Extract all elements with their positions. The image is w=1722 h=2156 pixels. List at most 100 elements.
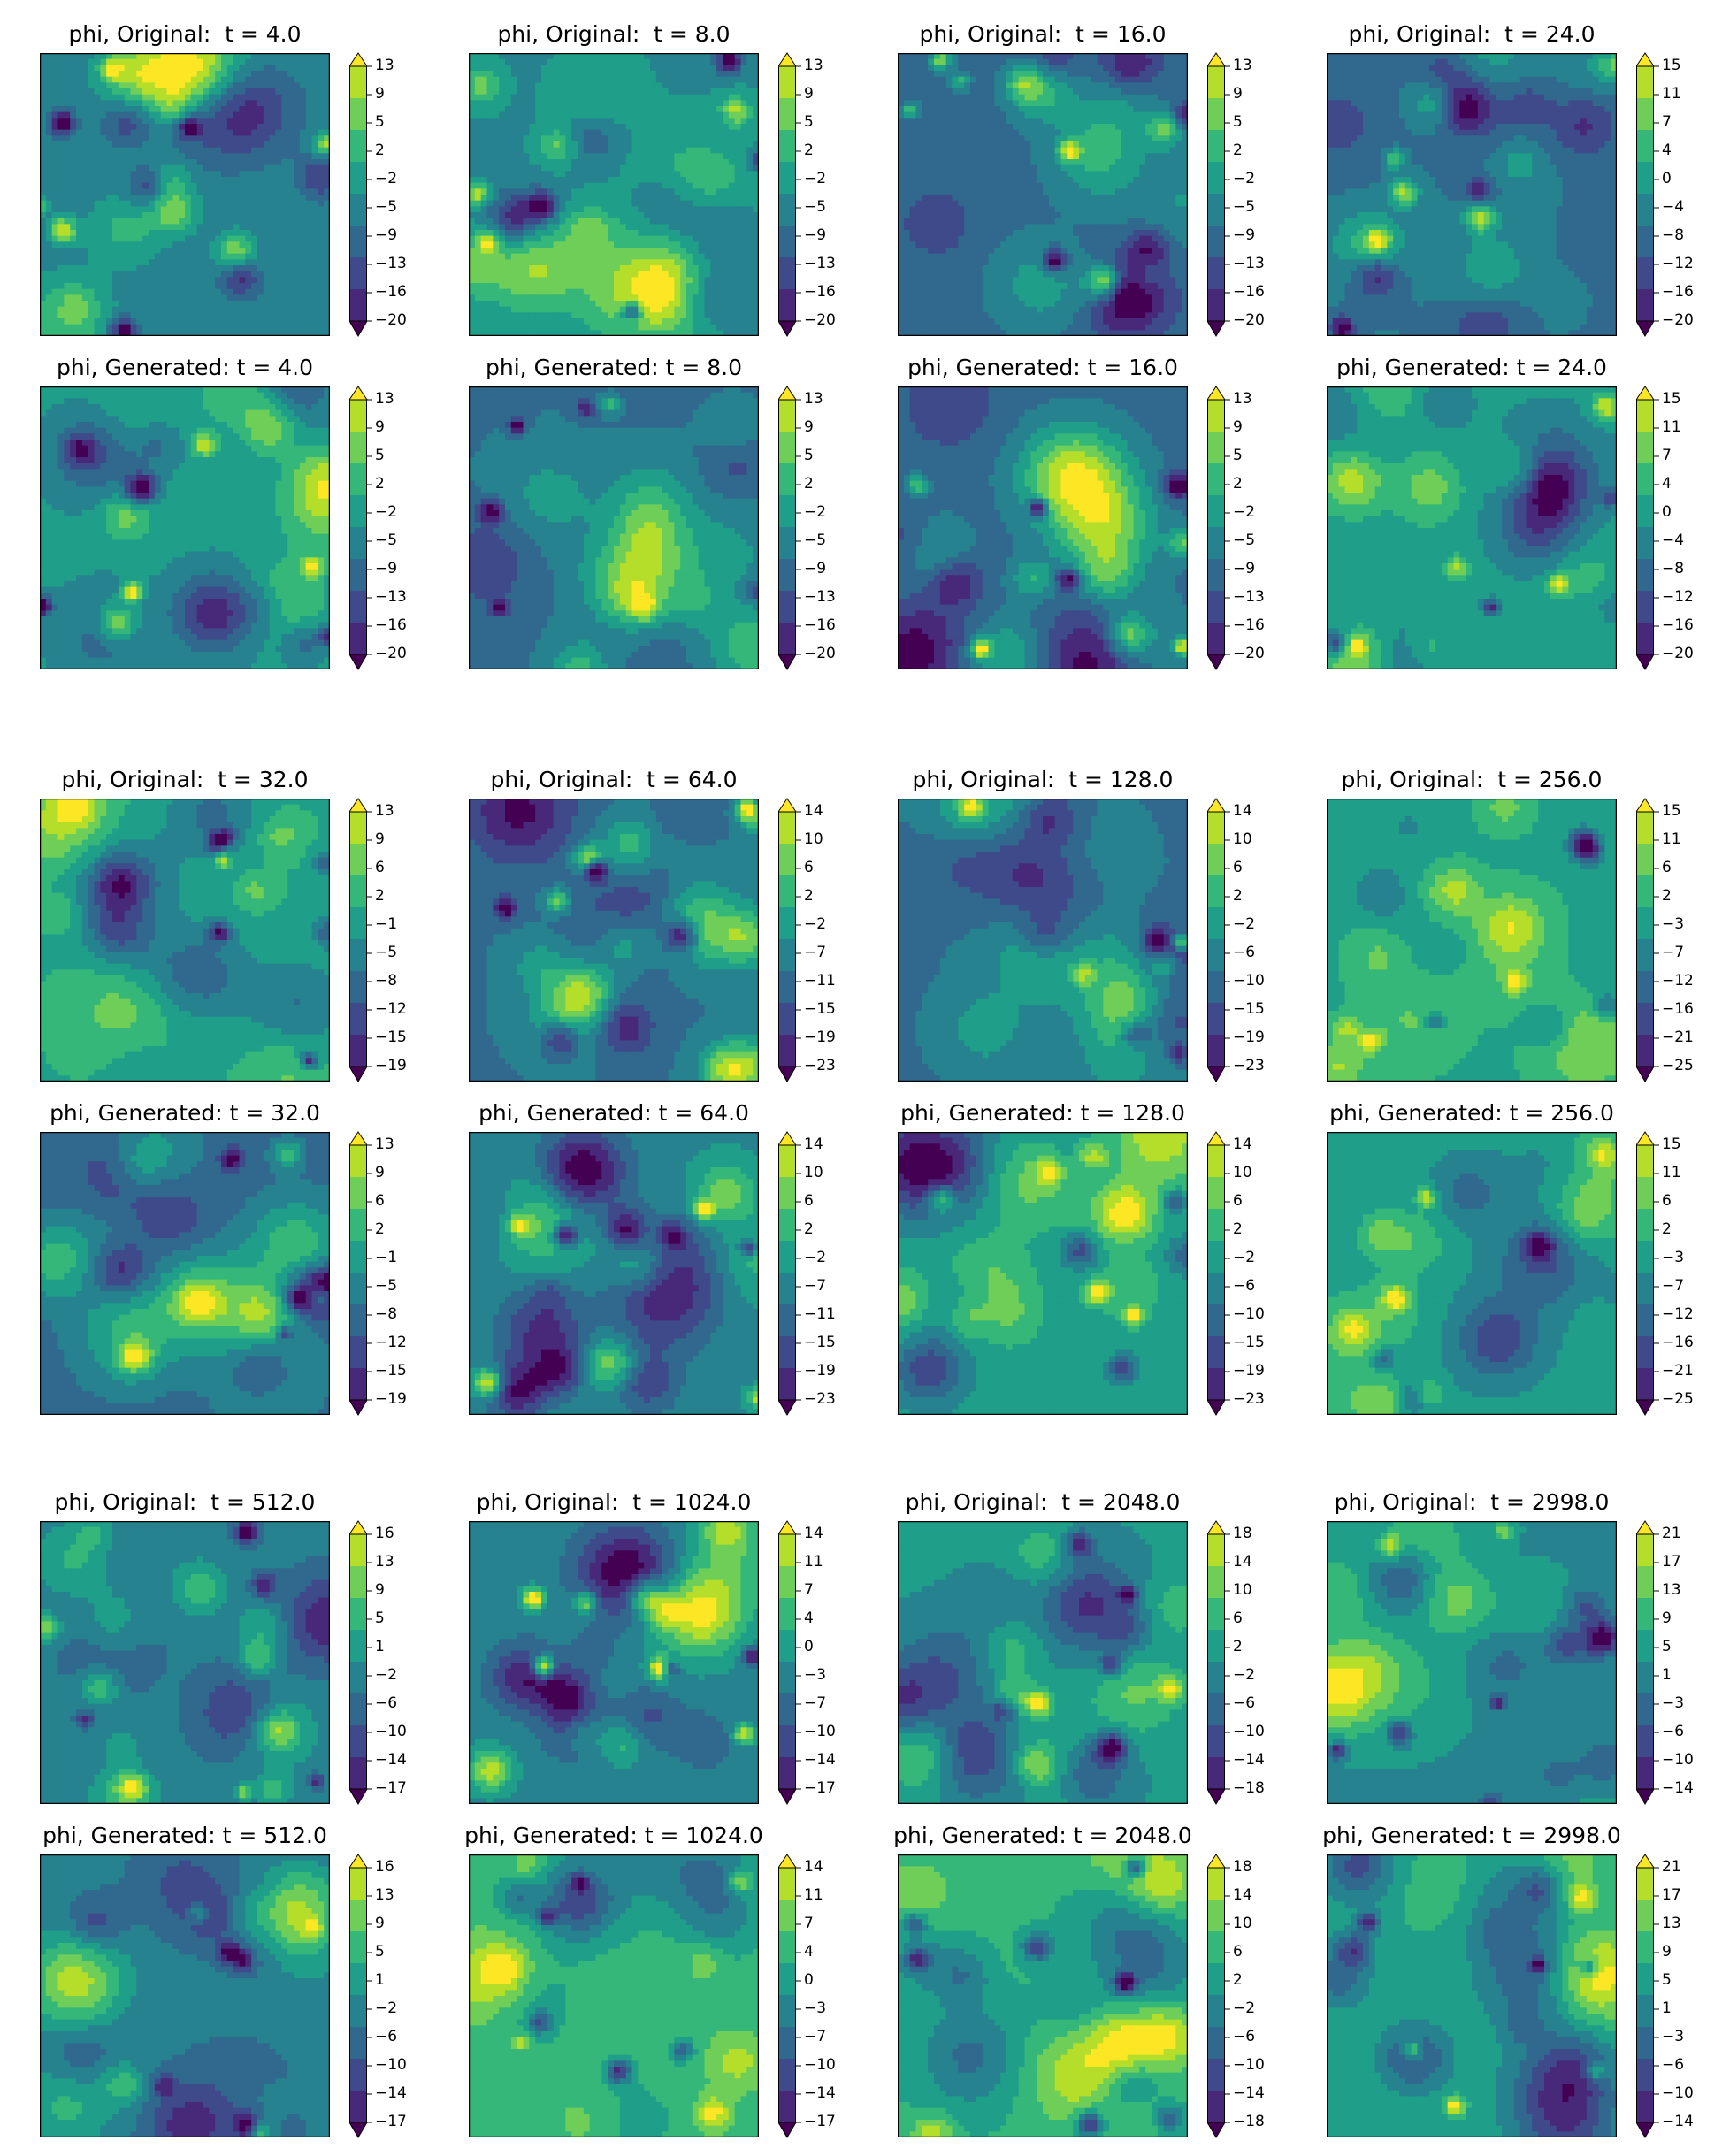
colorbar — [349, 1520, 372, 1805]
colorbar-tick-label: −20 — [804, 645, 836, 662]
colorbar-tick-label: 2 — [1233, 475, 1243, 493]
colorbar-tick-label: −18 — [1233, 2113, 1265, 2130]
colorbar-tick-label: −2 — [1233, 1999, 1255, 2017]
colorbar-tick-label: 2 — [1233, 1220, 1243, 1238]
colorbar-tick-label: −5 — [804, 198, 826, 216]
colorbar — [1207, 386, 1230, 670]
colorbar-tick-label: 2 — [1662, 1220, 1672, 1238]
colorbar-tick-label: −20 — [1233, 311, 1265, 329]
colorbar-tick-label: −19 — [1233, 1028, 1265, 1046]
colorbar-tick-label: −7 — [804, 1694, 826, 1712]
colorbar-tick-label: −5 — [375, 198, 397, 216]
colorbar-tick-label: 14 — [1233, 1886, 1252, 1904]
colorbar-tick-label: 5 — [375, 1943, 385, 1961]
colorbar-tick-label: −10 — [1233, 972, 1265, 990]
colorbar-tick-label: −3 — [1662, 1694, 1684, 1712]
colorbar-tick-label: −3 — [804, 1666, 826, 1684]
colorbar-tick-label: −20 — [1233, 645, 1265, 662]
colorbar — [1636, 1131, 1659, 1416]
colorbar-tick-label: −13 — [1233, 588, 1265, 606]
subplot-title: phi, Generated: t = 128.0 — [862, 1100, 1223, 1126]
colorbar-tick-label: 7 — [1662, 447, 1672, 464]
colorbar-tick-label: −9 — [1233, 560, 1255, 577]
phi-field-map — [898, 53, 1188, 336]
colorbar-tick-label: 14 — [1233, 802, 1252, 820]
colorbar — [1636, 798, 1659, 1082]
colorbar-tick-label: −20 — [375, 311, 407, 329]
colorbar — [1207, 1854, 1230, 2138]
colorbar-tick-label: 13 — [804, 57, 823, 74]
colorbar-tick-label: −17 — [375, 1779, 407, 1797]
colorbar-tick-label: 6 — [1233, 1943, 1243, 1961]
colorbar-tick-label: 5 — [375, 447, 385, 464]
phi-field-map — [40, 1521, 330, 1804]
subplot-title: phi, Generated: t = 2048.0 — [862, 1823, 1223, 1848]
colorbar-tick-label: −14 — [804, 2084, 836, 2102]
colorbar — [349, 798, 372, 1082]
colorbar-tick-label: 6 — [375, 1192, 385, 1210]
colorbar — [1636, 1520, 1659, 1805]
colorbar-tick-label: −7 — [1662, 944, 1684, 961]
colorbar-tick-label: 17 — [1662, 1553, 1681, 1571]
colorbar-tick-label: 2 — [1233, 1638, 1243, 1655]
phi-field-map — [469, 1521, 759, 1804]
colorbar-tick-label: −10 — [1662, 2084, 1694, 2102]
colorbar — [778, 798, 801, 1082]
colorbar-tick-label: −19 — [804, 1362, 836, 1380]
colorbar-tick-label: 13 — [1233, 390, 1252, 408]
phi-field-map — [40, 1854, 330, 2137]
phi-field-map — [469, 1132, 759, 1415]
subplot-title: phi, Original: t = 24.0 — [1291, 21, 1652, 47]
colorbar-tick-label: −15 — [804, 1334, 836, 1351]
colorbar-tick-label: −2 — [375, 170, 397, 187]
colorbar-tick-label: −25 — [1662, 1057, 1694, 1074]
colorbar-tick-label: 2 — [804, 141, 814, 159]
colorbar-tick-label: −9 — [375, 226, 397, 244]
colorbar-tick-label: 6 — [804, 1192, 814, 1210]
colorbar-tick-label: −8 — [375, 972, 397, 990]
subplot-title: phi, Generated: t = 256.0 — [1291, 1100, 1652, 1126]
colorbar-tick-label: −16 — [1662, 1334, 1694, 1351]
colorbar-tick-label: −6 — [375, 1694, 397, 1712]
colorbar-tick-label: −12 — [1662, 972, 1694, 990]
colorbar-tick-label: −15 — [1233, 1000, 1265, 1018]
colorbar — [1207, 1131, 1230, 1416]
colorbar-tick-label: −2 — [1233, 503, 1255, 521]
colorbar-tick-label: −13 — [375, 255, 407, 272]
colorbar-tick-label: 2 — [804, 887, 814, 905]
colorbar-tick-label: −2 — [804, 503, 826, 521]
colorbar-tick-label: 6 — [375, 859, 385, 876]
colorbar-tick-label: 9 — [1233, 85, 1243, 103]
colorbar-tick-label: −11 — [804, 972, 836, 990]
subplot-title: phi, Original: t = 128.0 — [862, 767, 1223, 792]
subplot-title: phi, Generated: t = 1024.0 — [433, 1823, 794, 1848]
subplot-title: phi, Original: t = 512.0 — [4, 1489, 365, 1515]
colorbar-tick-label: −2 — [1233, 170, 1255, 187]
subplot-title: phi, Original: t = 1024.0 — [433, 1489, 794, 1515]
colorbar-tick-label: −2 — [804, 1249, 826, 1266]
colorbar-tick-label: 2 — [375, 1220, 385, 1238]
colorbar-tick-label: −7 — [804, 1277, 826, 1295]
colorbar-tick-label: −19 — [804, 1028, 836, 1046]
colorbar-tick-label: −6 — [1662, 2056, 1684, 2074]
colorbar — [1207, 798, 1230, 1082]
colorbar-tick-label: −13 — [804, 588, 836, 606]
colorbar-tick-label: 18 — [1233, 1525, 1252, 1542]
phi-field-map — [898, 1521, 1188, 1804]
colorbar — [778, 1520, 801, 1805]
colorbar-tick-label: 10 — [804, 1164, 823, 1181]
colorbar-tick-label: −3 — [1662, 915, 1684, 933]
colorbar — [1636, 52, 1659, 337]
colorbar-tick-label: 16 — [375, 1525, 394, 1542]
subplot-title: phi, Generated: t = 64.0 — [433, 1100, 794, 1126]
colorbar-tick-label: 4 — [1662, 141, 1672, 159]
colorbar-tick-label: −20 — [1662, 645, 1694, 662]
colorbar-tick-label: −2 — [804, 170, 826, 187]
colorbar — [1636, 386, 1659, 670]
colorbar-tick-label: −2 — [804, 915, 826, 933]
phi-field-map — [1327, 1132, 1617, 1415]
colorbar-tick-label: −8 — [375, 1305, 397, 1323]
colorbar-tick-label: 5 — [375, 113, 385, 131]
colorbar-tick-label: 1 — [1662, 1666, 1672, 1684]
colorbar — [349, 1854, 372, 2138]
